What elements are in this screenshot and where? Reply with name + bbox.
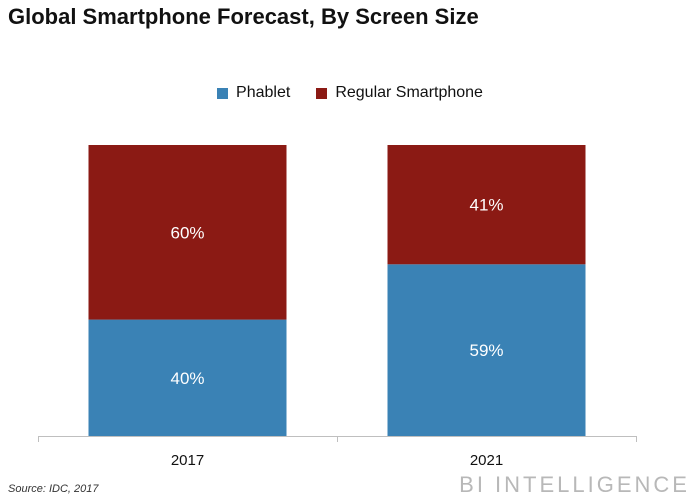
x-tick-label-2017: 2017	[171, 452, 204, 469]
legend-label-phablet: Phablet	[236, 84, 291, 101]
legend-item-phablet: Phablet	[217, 84, 290, 102]
legend-swatch-phablet	[217, 87, 229, 99]
legend-item-regular-smartphone: Regular Smartphone	[316, 84, 483, 102]
bar-chart: 40% 60% 2017 59% 41% 2021	[38, 145, 637, 469]
data-label-regular-smartphone-2021: 41%	[469, 196, 503, 215]
data-label-phablet-2017: 40%	[170, 369, 204, 388]
bar-phablet-2021	[387, 264, 586, 436]
data-label-regular-smartphone-2017: 60%	[170, 223, 204, 242]
chart-title: Global Smartphone Forecast, By Screen Si…	[8, 4, 479, 29]
source-note: Source: IDC, 2017	[8, 483, 99, 495]
data-label-phablet-2021: 59%	[469, 341, 503, 360]
legend: Phablet Regular Smartphone	[0, 84, 700, 102]
bar-phablet-2017	[88, 319, 287, 436]
bar-regular-smartphone-2017	[88, 145, 287, 320]
legend-swatch-regular-smartphone	[316, 87, 328, 99]
bar-regular-smartphone-2021	[387, 145, 586, 265]
brand-logo: BI INTELLIGENCE	[459, 472, 690, 497]
x-tick-label-2021: 2021	[470, 452, 503, 469]
legend-label-regular-smartphone: Regular Smartphone	[335, 84, 483, 101]
